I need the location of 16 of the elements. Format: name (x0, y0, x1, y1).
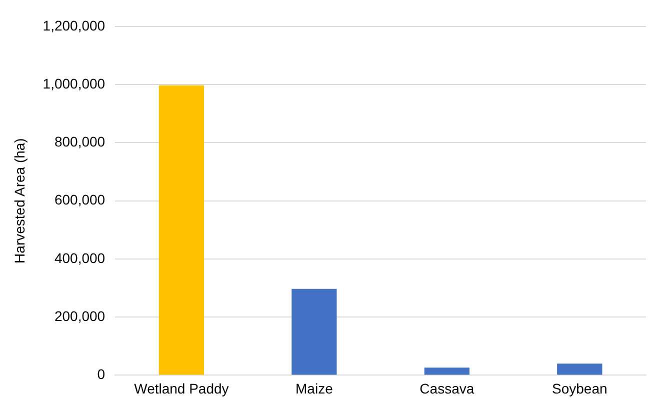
bar (557, 364, 602, 375)
y-tick-label: 1,000,000 (42, 75, 106, 92)
bar (292, 288, 337, 375)
bar (158, 85, 204, 375)
y-tick-label: 0 (97, 366, 106, 382)
y-tick-label: 1,200,000 (42, 17, 106, 34)
y-tick-label: 400,000 (54, 250, 106, 266)
bar (424, 368, 470, 375)
x-tick-label: Wetland Paddy (134, 380, 229, 396)
x-tick-label: Soybean (552, 380, 608, 396)
y-axis-title: Harvested Area (ha) (11, 138, 28, 264)
x-tick-label: Maize (295, 380, 334, 396)
x-tick-label: Cassava (420, 380, 474, 396)
y-tick-label: 800,000 (54, 134, 106, 150)
y-tick-label: 600,000 (54, 192, 106, 208)
y-tick-label: 200,000 (54, 308, 106, 324)
